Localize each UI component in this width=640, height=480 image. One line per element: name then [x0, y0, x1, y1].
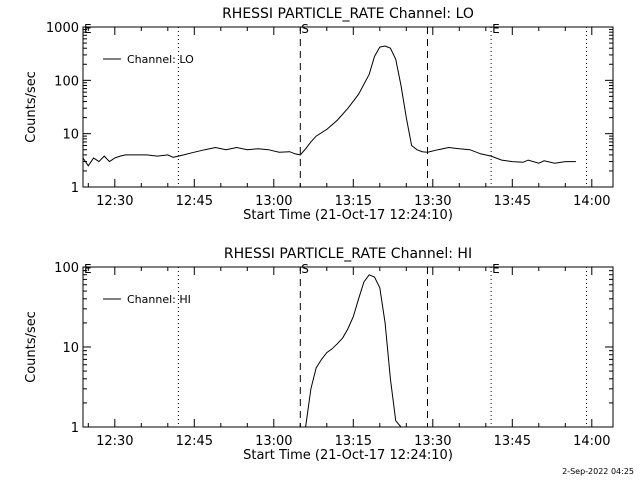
x-tick-label: 13:15: [335, 434, 372, 449]
y-tick-label: 10: [62, 128, 79, 143]
chart-title: RHESSI PARTICLE_RATE Channel: HI: [224, 246, 472, 262]
legend-label: Channel: LO: [127, 53, 194, 66]
x-tick-label: 13:00: [255, 194, 292, 209]
y-tick-label: 1: [71, 421, 79, 436]
y-tick-label: 1000: [46, 21, 79, 36]
x-tick-label: 13:30: [414, 194, 451, 209]
series-line: [82, 45, 576, 167]
marker-label: E: [84, 22, 92, 36]
x-tick-label: 13:30: [414, 434, 451, 449]
legend-label: Channel: HI: [127, 293, 191, 306]
marker-label: S: [301, 22, 309, 36]
x-tick-label: 12:45: [176, 194, 213, 209]
y-tick-label: 1: [71, 181, 79, 196]
marker-label: E: [492, 262, 500, 276]
y-tick-label: 100: [54, 74, 79, 89]
series-line: [305, 274, 402, 428]
x-axis-label: Start Time (21-Oct-17 12:24:10): [243, 208, 453, 223]
x-tick-label: 12:30: [96, 194, 133, 209]
y-tick-label: 10: [62, 341, 79, 356]
y-axis-label: Counts/sec: [24, 71, 39, 143]
x-axis-label: Start Time (21-Oct-17 12:24:10): [243, 448, 453, 463]
chart-title: RHESSI PARTICLE_RATE Channel: LO: [222, 6, 474, 22]
x-tick-label: 12:45: [176, 434, 213, 449]
y-tick-label: 100: [54, 261, 79, 276]
chart-panel-hi: RHESSI PARTICLE_RATE Channel: HI E S E 1 10 10…: [24, 246, 614, 463]
marker-label: S: [301, 262, 309, 276]
x-tick-label: 14:00: [573, 434, 610, 449]
x-tick-label: 13:45: [494, 194, 531, 209]
chart-panel-lo: RHESSI PARTICLE_RATE Channel: LO E S E 1 10 10…: [24, 6, 614, 223]
marker-label: E: [492, 22, 500, 36]
marker-label: E: [84, 262, 92, 276]
x-tick-label: 13:15: [335, 194, 372, 209]
x-tick-label: 13:00: [255, 434, 292, 449]
x-tick-label: 12:30: [96, 434, 133, 449]
y-axis-label: Counts/sec: [24, 311, 39, 383]
x-tick-label: 13:45: [494, 434, 531, 449]
x-tick-label: 14:00: [573, 194, 610, 209]
plot-frame: [82, 26, 614, 188]
plot-frame: [82, 266, 614, 428]
footer-timestamp: 2-Sep-2022 04:25: [562, 467, 634, 476]
